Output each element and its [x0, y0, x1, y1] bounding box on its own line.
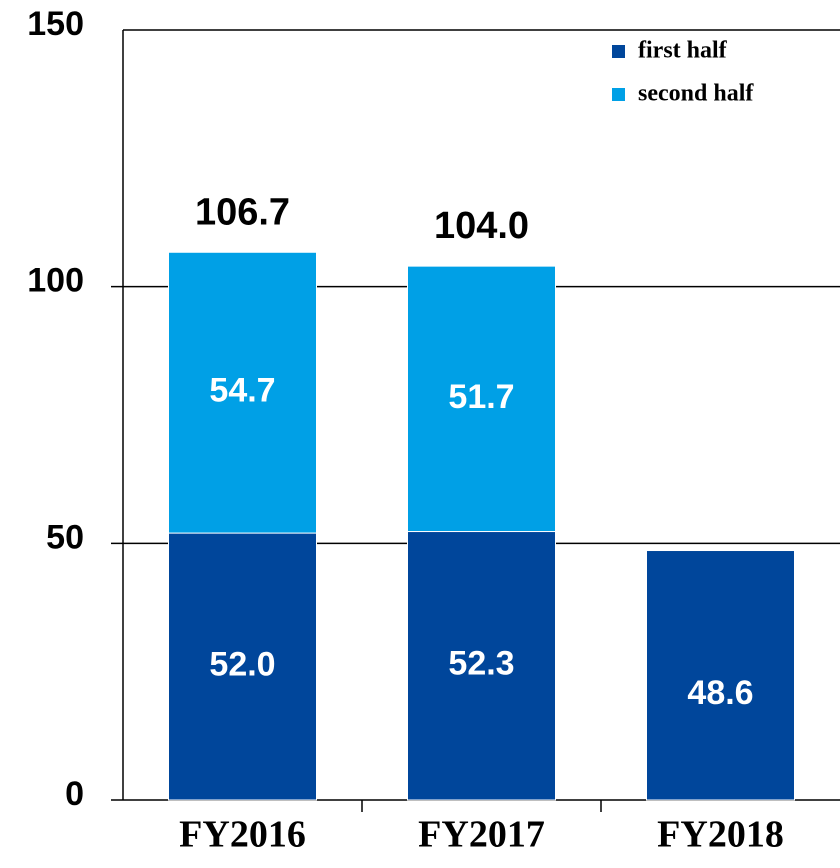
- y-tick-label: 0: [65, 775, 84, 813]
- value-label: 52.0: [209, 646, 275, 684]
- x-tick-label: FY2018: [657, 814, 784, 856]
- bar-segment: [168, 532, 317, 801]
- y-tick-label: 50: [46, 518, 84, 556]
- value-label: 52.3: [448, 645, 514, 683]
- total-label: 104.0: [434, 205, 529, 247]
- value-label: 54.7: [209, 372, 275, 410]
- legend-swatch: [612, 88, 625, 101]
- x-tick-label: FY2017: [418, 814, 545, 856]
- y-tick-label: 100: [27, 262, 84, 300]
- bar-segment: [168, 251, 317, 534]
- x-tick-label: FY2016: [179, 814, 306, 856]
- bar-segment: [646, 550, 795, 801]
- value-label: 48.6: [687, 674, 753, 712]
- total-label: 106.7: [195, 191, 290, 233]
- bar-segment: [407, 265, 556, 533]
- bar-segment: [407, 531, 556, 801]
- value-label: 51.7: [448, 378, 514, 416]
- y-tick-label: 150: [27, 5, 84, 43]
- legend-label: first half: [638, 38, 728, 64]
- legend-label: second half: [638, 81, 754, 107]
- legend-swatch: [612, 45, 625, 58]
